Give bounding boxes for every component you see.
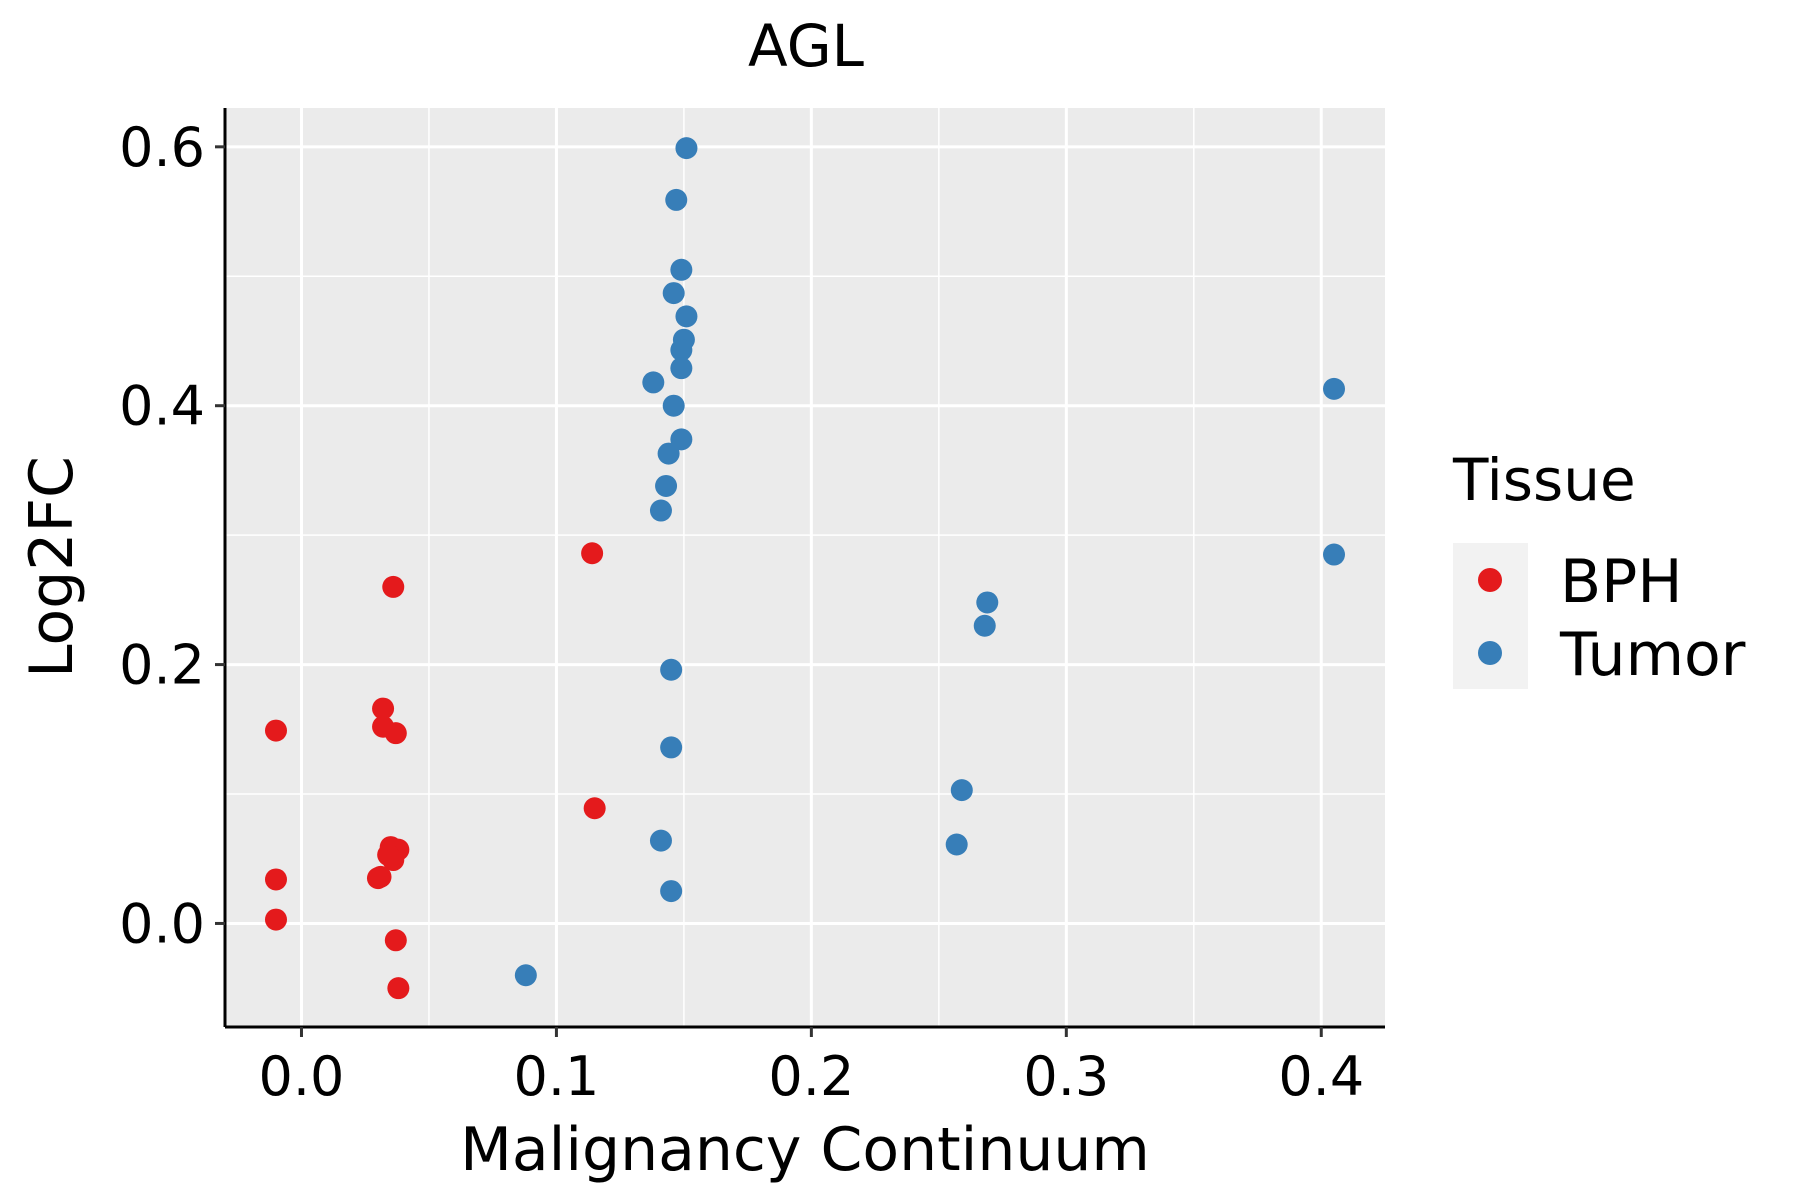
x-axis-title: Malignancy Continuum bbox=[460, 1115, 1150, 1185]
data-point-tumor bbox=[670, 339, 693, 362]
data-points bbox=[264, 137, 1346, 1000]
legend-key-background bbox=[1453, 543, 1528, 689]
x-tick-label: 0.2 bbox=[768, 1045, 854, 1108]
legend: Tissue BPH Tumor bbox=[1452, 446, 1746, 690]
x-tick-label: 0.4 bbox=[1278, 1045, 1364, 1108]
data-point-tumor bbox=[514, 964, 537, 987]
data-point-tumor bbox=[670, 428, 693, 451]
x-axis-ticks: 0.0 0.1 0.2 0.3 0.4 bbox=[259, 1027, 1364, 1108]
data-point-tumor bbox=[660, 880, 683, 903]
data-point-tumor bbox=[642, 371, 665, 394]
data-point-tumor bbox=[973, 614, 996, 637]
data-point-tumor bbox=[670, 357, 693, 380]
data-point-tumor bbox=[649, 499, 672, 522]
data-point-tumor bbox=[655, 474, 678, 497]
data-point-tumor bbox=[657, 442, 680, 465]
data-point-bph bbox=[264, 719, 287, 742]
data-point-tumor bbox=[1323, 377, 1346, 400]
data-point-tumor bbox=[945, 833, 968, 856]
data-point-bph bbox=[583, 797, 606, 820]
data-point-bph bbox=[382, 849, 405, 872]
data-point-bph bbox=[372, 697, 395, 720]
data-point-tumor bbox=[1323, 543, 1346, 566]
data-point-bph bbox=[264, 868, 287, 891]
x-tick-label: 0.0 bbox=[259, 1045, 345, 1108]
y-tick-label: 0.2 bbox=[119, 634, 205, 697]
data-point-bph bbox=[384, 722, 407, 745]
y-tick-label: 0.6 bbox=[119, 116, 205, 179]
data-point-tumor bbox=[675, 305, 698, 328]
data-point-tumor bbox=[665, 188, 688, 211]
y-axis-ticks: 0.0 0.2 0.4 0.6 bbox=[119, 116, 225, 955]
data-point-bph bbox=[366, 867, 389, 890]
data-point-bph bbox=[264, 908, 287, 931]
x-tick-label: 0.1 bbox=[513, 1045, 599, 1108]
legend-key-tumor bbox=[1478, 641, 1502, 665]
y-tick-label: 0.4 bbox=[119, 375, 205, 438]
data-point-tumor bbox=[660, 658, 683, 681]
y-tick-label: 0.0 bbox=[119, 892, 205, 955]
data-point-tumor bbox=[670, 258, 693, 281]
plot-panel bbox=[225, 108, 1385, 1027]
legend-label-bph: BPH bbox=[1560, 547, 1682, 617]
data-point-bph bbox=[581, 542, 604, 565]
data-point-tumor bbox=[675, 137, 698, 160]
legend-title: Tissue bbox=[1452, 446, 1636, 514]
chart-title: AGL bbox=[748, 12, 864, 80]
legend-key-bph bbox=[1478, 568, 1502, 592]
data-point-tumor bbox=[662, 394, 685, 417]
data-point-tumor bbox=[976, 591, 999, 614]
data-point-bph bbox=[382, 575, 405, 598]
data-point-tumor bbox=[950, 779, 973, 802]
x-tick-label: 0.3 bbox=[1023, 1045, 1109, 1108]
data-point-tumor bbox=[660, 736, 683, 759]
data-point-tumor bbox=[649, 829, 672, 852]
grid-lines bbox=[225, 108, 1385, 1027]
data-point-bph bbox=[387, 977, 410, 1000]
y-axis-title: Log2FC bbox=[17, 456, 87, 678]
data-point-tumor bbox=[662, 282, 685, 305]
legend-label-tumor: Tumor bbox=[1559, 620, 1746, 690]
data-point-bph bbox=[384, 929, 407, 952]
